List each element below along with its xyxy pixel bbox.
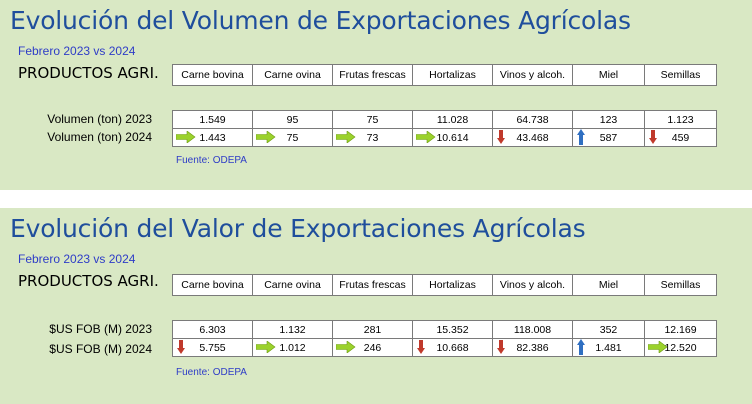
header-row: Carne bovina Carne ovina Frutas frescas … <box>172 64 717 86</box>
arrow-down-icon <box>649 130 657 144</box>
section-title: Evolución del Valor de Exportaciones Agr… <box>10 214 586 243</box>
arrow-up-icon <box>577 129 585 145</box>
column-header: Hortalizas <box>412 64 493 86</box>
section-title: Evolución del Volumen de Exportaciones A… <box>10 6 631 35</box>
section-subtitle: Febrero 2023 vs 2024 <box>18 44 136 58</box>
products-label: PRODUCTOS AGRI. <box>18 64 159 82</box>
arrow-right-icon <box>256 341 276 353</box>
arrow-right-icon <box>176 131 196 143</box>
column-header: Miel <box>572 274 645 296</box>
value-cell-2024: 12.520 <box>644 338 717 357</box>
value-cell-2024: 5.755 <box>172 338 253 357</box>
value-cell-2024: 1.012 <box>252 338 333 357</box>
arrow-down-icon <box>177 340 185 354</box>
row-label-2024: $US FOB (M) 2024 <box>49 342 152 356</box>
arrow-down-icon <box>417 340 425 354</box>
column-header: Carne ovina <box>252 274 333 296</box>
value-cell-2024: 1.443 <box>172 128 253 147</box>
arrow-right-icon <box>648 341 668 353</box>
row-label-2023: $US FOB (M) 2023 <box>49 322 152 336</box>
column-header: Semillas <box>644 274 717 296</box>
value-cell-2023: 281 <box>332 320 413 339</box>
arrow-down-icon <box>497 130 505 144</box>
table-row: 5.755 1.012 246 10.668 82.386 1.481 12.5… <box>172 338 717 357</box>
row-label-2023: Volumen (ton) 2023 <box>47 112 152 126</box>
value-cell-2024: 10.668 <box>412 338 493 357</box>
column-header: Semillas <box>644 64 717 86</box>
value-cell-2024: 75 <box>252 128 333 147</box>
column-header-table: Carne bovina Carne ovina Frutas frescas … <box>172 64 717 86</box>
value-cell-2023: 118.008 <box>492 320 573 339</box>
table-row: 6.303 1.132 281 15.352 118.008 352 12.16… <box>172 320 717 339</box>
value-cell-2024: 10.614 <box>412 128 493 147</box>
value-cell-2024: 43.468 <box>492 128 573 147</box>
value-cell-2024: 73 <box>332 128 413 147</box>
values-table: 6.303 1.132 281 15.352 118.008 352 12.16… <box>172 320 717 357</box>
column-header: Frutas frescas <box>332 274 413 296</box>
value-cell-2023: 95 <box>252 110 333 129</box>
value-cell-2023: 352 <box>572 320 645 339</box>
value-cell-2023: 1.549 <box>172 110 253 129</box>
value-cell-2023: 64.738 <box>492 110 573 129</box>
volume-panel: Evolución del Volumen de Exportaciones A… <box>0 0 752 190</box>
values-table: 1.549 95 75 11.028 64.738 123 1.123 1.44… <box>172 110 717 147</box>
column-header: Vinos y alcoh. <box>492 64 573 86</box>
arrow-right-icon <box>336 341 356 353</box>
value-cell-2023: 11.028 <box>412 110 493 129</box>
source-note: Fuente: ODEPA <box>176 367 247 378</box>
column-header: Hortalizas <box>412 274 493 296</box>
arrow-right-icon <box>416 131 436 143</box>
section-subtitle: Febrero 2023 vs 2024 <box>18 252 136 266</box>
source-note: Fuente: ODEPA <box>176 155 247 166</box>
value-cell-2024: 587 <box>572 128 645 147</box>
table-row: 1.549 95 75 11.028 64.738 123 1.123 <box>172 110 717 129</box>
products-label: PRODUCTOS AGRI. <box>18 272 159 290</box>
column-header: Miel <box>572 64 645 86</box>
value-cell-2024: 459 <box>644 128 717 147</box>
column-header: Vinos y alcoh. <box>492 274 573 296</box>
arrow-up-icon <box>577 339 585 355</box>
value-cell-2024: 82.386 <box>492 338 573 357</box>
arrow-down-icon <box>497 340 505 354</box>
column-header: Frutas frescas <box>332 64 413 86</box>
row-label-2024: Volumen (ton) 2024 <box>47 130 152 144</box>
header-row: Carne bovina Carne ovina Frutas frescas … <box>172 274 717 296</box>
value-cell-2023: 6.303 <box>172 320 253 339</box>
table-row: 1.443 75 73 10.614 43.468 587 459 <box>172 128 717 147</box>
value-cell-2023: 1.132 <box>252 320 333 339</box>
column-header: Carne bovina <box>172 64 253 86</box>
column-header: Carne bovina <box>172 274 253 296</box>
column-header: Carne ovina <box>252 64 333 86</box>
value-cell-2024: 1.481 <box>572 338 645 357</box>
value-cell-2023: 12.169 <box>644 320 717 339</box>
column-header-table: Carne bovina Carne ovina Frutas frescas … <box>172 274 717 296</box>
value-cell-2023: 15.352 <box>412 320 493 339</box>
value-cell-2023: 75 <box>332 110 413 129</box>
arrow-right-icon <box>256 131 276 143</box>
value-cell-2024: 246 <box>332 338 413 357</box>
value-panel: Evolución del Valor de Exportaciones Agr… <box>0 208 752 404</box>
value-cell-2023: 123 <box>572 110 645 129</box>
arrow-right-icon <box>336 131 356 143</box>
value-cell-2023: 1.123 <box>644 110 717 129</box>
